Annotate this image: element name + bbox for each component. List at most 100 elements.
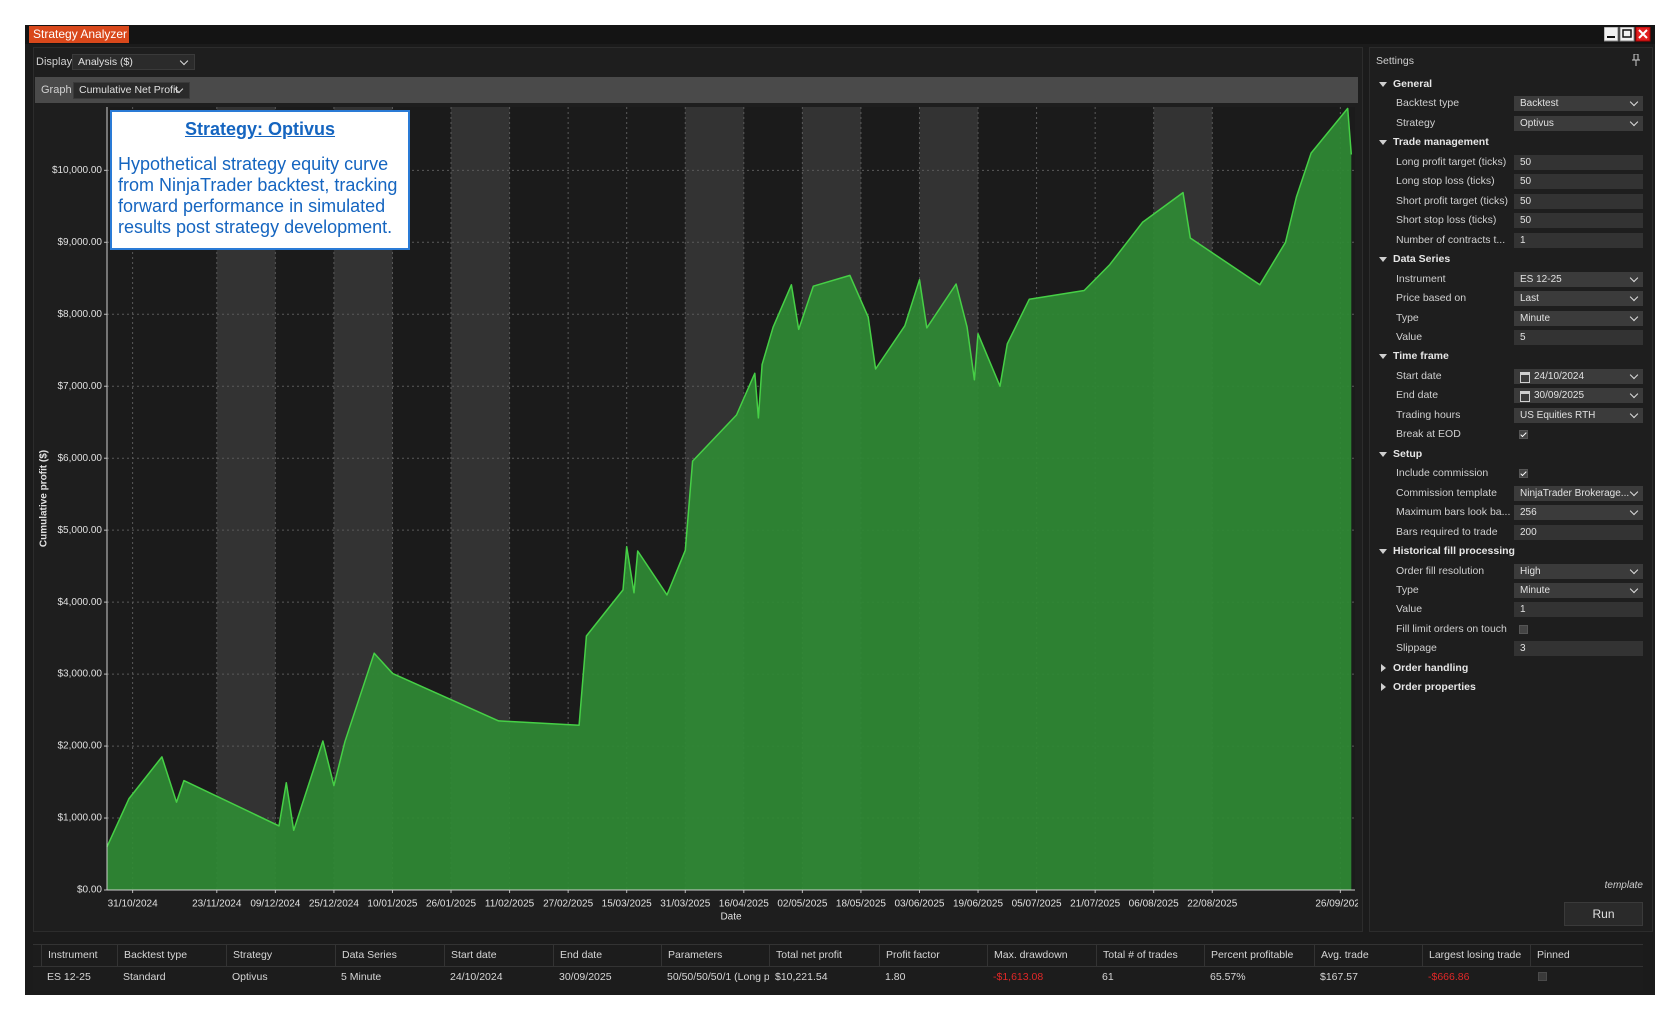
pin-icon[interactable] <box>1632 54 1640 66</box>
column-header[interactable]: Pinned <box>1530 945 1633 966</box>
column-header[interactable]: Start date <box>444 945 553 966</box>
column-header[interactable]: Backtest type <box>117 945 226 966</box>
header-divider <box>33 966 1643 967</box>
text-input[interactable]: 3 <box>1514 641 1643 657</box>
text-input[interactable]: 5 <box>1514 329 1643 345</box>
dropdown[interactable]: High <box>1514 563 1643 579</box>
x-tick-label: 11/02/2025 <box>485 899 535 910</box>
dropdown[interactable]: Minute <box>1514 582 1643 598</box>
dropdown[interactable]: Last <box>1514 291 1643 307</box>
y-tick-label: $1,000.00 <box>58 813 103 824</box>
dropdown[interactable]: Minute <box>1514 310 1643 326</box>
pinned-checkbox[interactable] <box>1538 972 1547 981</box>
x-tick-label: 26/09/2025 <box>1315 899 1358 910</box>
text-input[interactable]: 200 <box>1514 524 1643 540</box>
section-header[interactable]: Order handling <box>1380 659 1468 678</box>
setting-label: Maximum bars look ba... <box>1396 506 1511 519</box>
column-header[interactable]: Avg. trade <box>1314 945 1422 966</box>
dropdown[interactable]: US Equities RTH <box>1514 407 1643 423</box>
y-tick-label: $3,000.00 <box>58 669 103 680</box>
checkbox[interactable] <box>1519 430 1528 440</box>
table-cell: 50/50/50/50/1 (Long p <box>667 971 769 983</box>
setting-label: Break at EOD <box>1396 428 1461 441</box>
close-icon <box>1638 29 1648 39</box>
pin-head <box>1633 54 1639 61</box>
table-cell: $167.57 <box>1320 971 1358 983</box>
text-input[interactable]: 50 <box>1514 174 1643 190</box>
y-tick-label: $6,000.00 <box>58 453 103 464</box>
window-controls <box>1604 27 1651 42</box>
setting-label: Trading hours <box>1396 408 1461 421</box>
setting-label: Long stop loss (ticks) <box>1396 175 1495 188</box>
column-header[interactable]: Total # of trades <box>1096 945 1204 966</box>
date-picker[interactable]: 24/10/2024 <box>1514 368 1643 384</box>
dropdown[interactable]: NinjaTrader Brokerage... <box>1514 485 1643 501</box>
y-tick-label: $7,000.00 <box>58 381 103 392</box>
column-header[interactable]: Data Series <box>335 945 444 966</box>
table-cell: 65.57% <box>1210 971 1246 983</box>
maximize-button[interactable] <box>1619 27 1635 42</box>
dropdown[interactable]: ES 12-25 <box>1514 271 1643 287</box>
checkbox[interactable] <box>1519 624 1528 634</box>
text-input[interactable]: 50 <box>1514 193 1643 209</box>
column-header[interactable]: Strategy <box>226 945 335 966</box>
date-picker[interactable]: 30/09/2025 <box>1514 388 1643 404</box>
graph-bar <box>35 77 1358 103</box>
annotation-text: results post strategy development. <box>118 217 393 237</box>
column-header[interactable]: Parameters <box>661 945 769 966</box>
section-header[interactable]: Time frame <box>1379 347 1449 366</box>
graph-dropdown[interactable]: Cumulative Net Profit <box>73 82 190 99</box>
table-cell: -$666.86 <box>1428 971 1470 983</box>
run-button[interactable]: Run <box>1564 902 1643 926</box>
text-input[interactable]: 50 <box>1514 154 1643 170</box>
table-cell: 61 <box>1102 971 1114 983</box>
x-tick-label: 03/06/2025 <box>894 899 944 910</box>
maximize-icon <box>1622 29 1632 38</box>
x-tick-label: 10/01/2025 <box>367 899 417 910</box>
dropdown[interactable]: Backtest <box>1514 96 1643 112</box>
x-tick-label: 06/08/2025 <box>1129 899 1179 910</box>
setting-label: Value <box>1396 330 1423 343</box>
section-header[interactable]: Trade management <box>1379 133 1489 152</box>
section-header[interactable]: Data Series <box>1378 250 1450 269</box>
setting-label: Instrument <box>1396 272 1446 285</box>
column-header[interactable]: End date <box>553 945 661 966</box>
y-tick-label: $2,000.00 <box>58 741 103 752</box>
display-label: Display <box>36 56 73 68</box>
section-header[interactable]: Setup <box>1378 445 1422 464</box>
x-tick-label: 25/12/2024 <box>309 899 359 910</box>
section-header[interactable]: Order properties <box>1381 678 1476 697</box>
display-dropdown[interactable]: Analysis ($) <box>72 54 195 70</box>
column-header[interactable]: Max. drawdown <box>987 945 1096 966</box>
text-input[interactable]: 1 <box>1514 602 1643 618</box>
text-input[interactable]: 1 <box>1514 232 1643 248</box>
chart: $0.00 $1,000.00 $2,000.00 $3,000.00 $4,000.0… <box>39 107 1358 923</box>
table-cell: ES 12-25 <box>47 971 91 983</box>
table-cell: 24/10/2024 <box>450 971 503 983</box>
x-tick-label: 02/05/2025 <box>777 899 827 910</box>
text-input[interactable]: 50 <box>1514 213 1643 229</box>
column-header[interactable]: Instrument <box>41 945 117 966</box>
column-header[interactable]: Profit factor <box>879 945 987 966</box>
setting-label: End date <box>1396 389 1439 402</box>
equity-line <box>106 107 1353 848</box>
annotation-text: from NinjaTrader backtest, tracking <box>118 175 398 195</box>
annotation-text: Hypothetical strategy equity curve <box>118 154 389 174</box>
column-header[interactable]: Largest losing trade <box>1422 945 1530 966</box>
section-header[interactable]: General <box>1378 75 1432 94</box>
dropdown[interactable]: Optivus <box>1514 115 1643 131</box>
dropdown[interactable]: 256 <box>1514 505 1643 521</box>
section-header[interactable]: Historical fill processing <box>1379 542 1515 561</box>
graph-label: Graph <box>41 84 72 96</box>
minimize-button[interactable] <box>1604 27 1619 42</box>
column-header[interactable]: Total net profit <box>769 945 879 966</box>
x-axis-label: Date <box>720 912 742 923</box>
checkbox[interactable] <box>1519 469 1528 479</box>
setting-label: Fill limit orders on touch <box>1396 622 1507 635</box>
column-header[interactable]: Percent profitable <box>1204 945 1314 966</box>
annotation-gap <box>112 140 408 154</box>
template-link[interactable]: template <box>1604 880 1643 891</box>
window-title: Strategy Analyzer <box>29 26 129 43</box>
y-tick-label: $4,000.00 <box>58 597 103 608</box>
results-table: Instrument Backtest type Strategy Data Seri… <box>33 944 1643 991</box>
